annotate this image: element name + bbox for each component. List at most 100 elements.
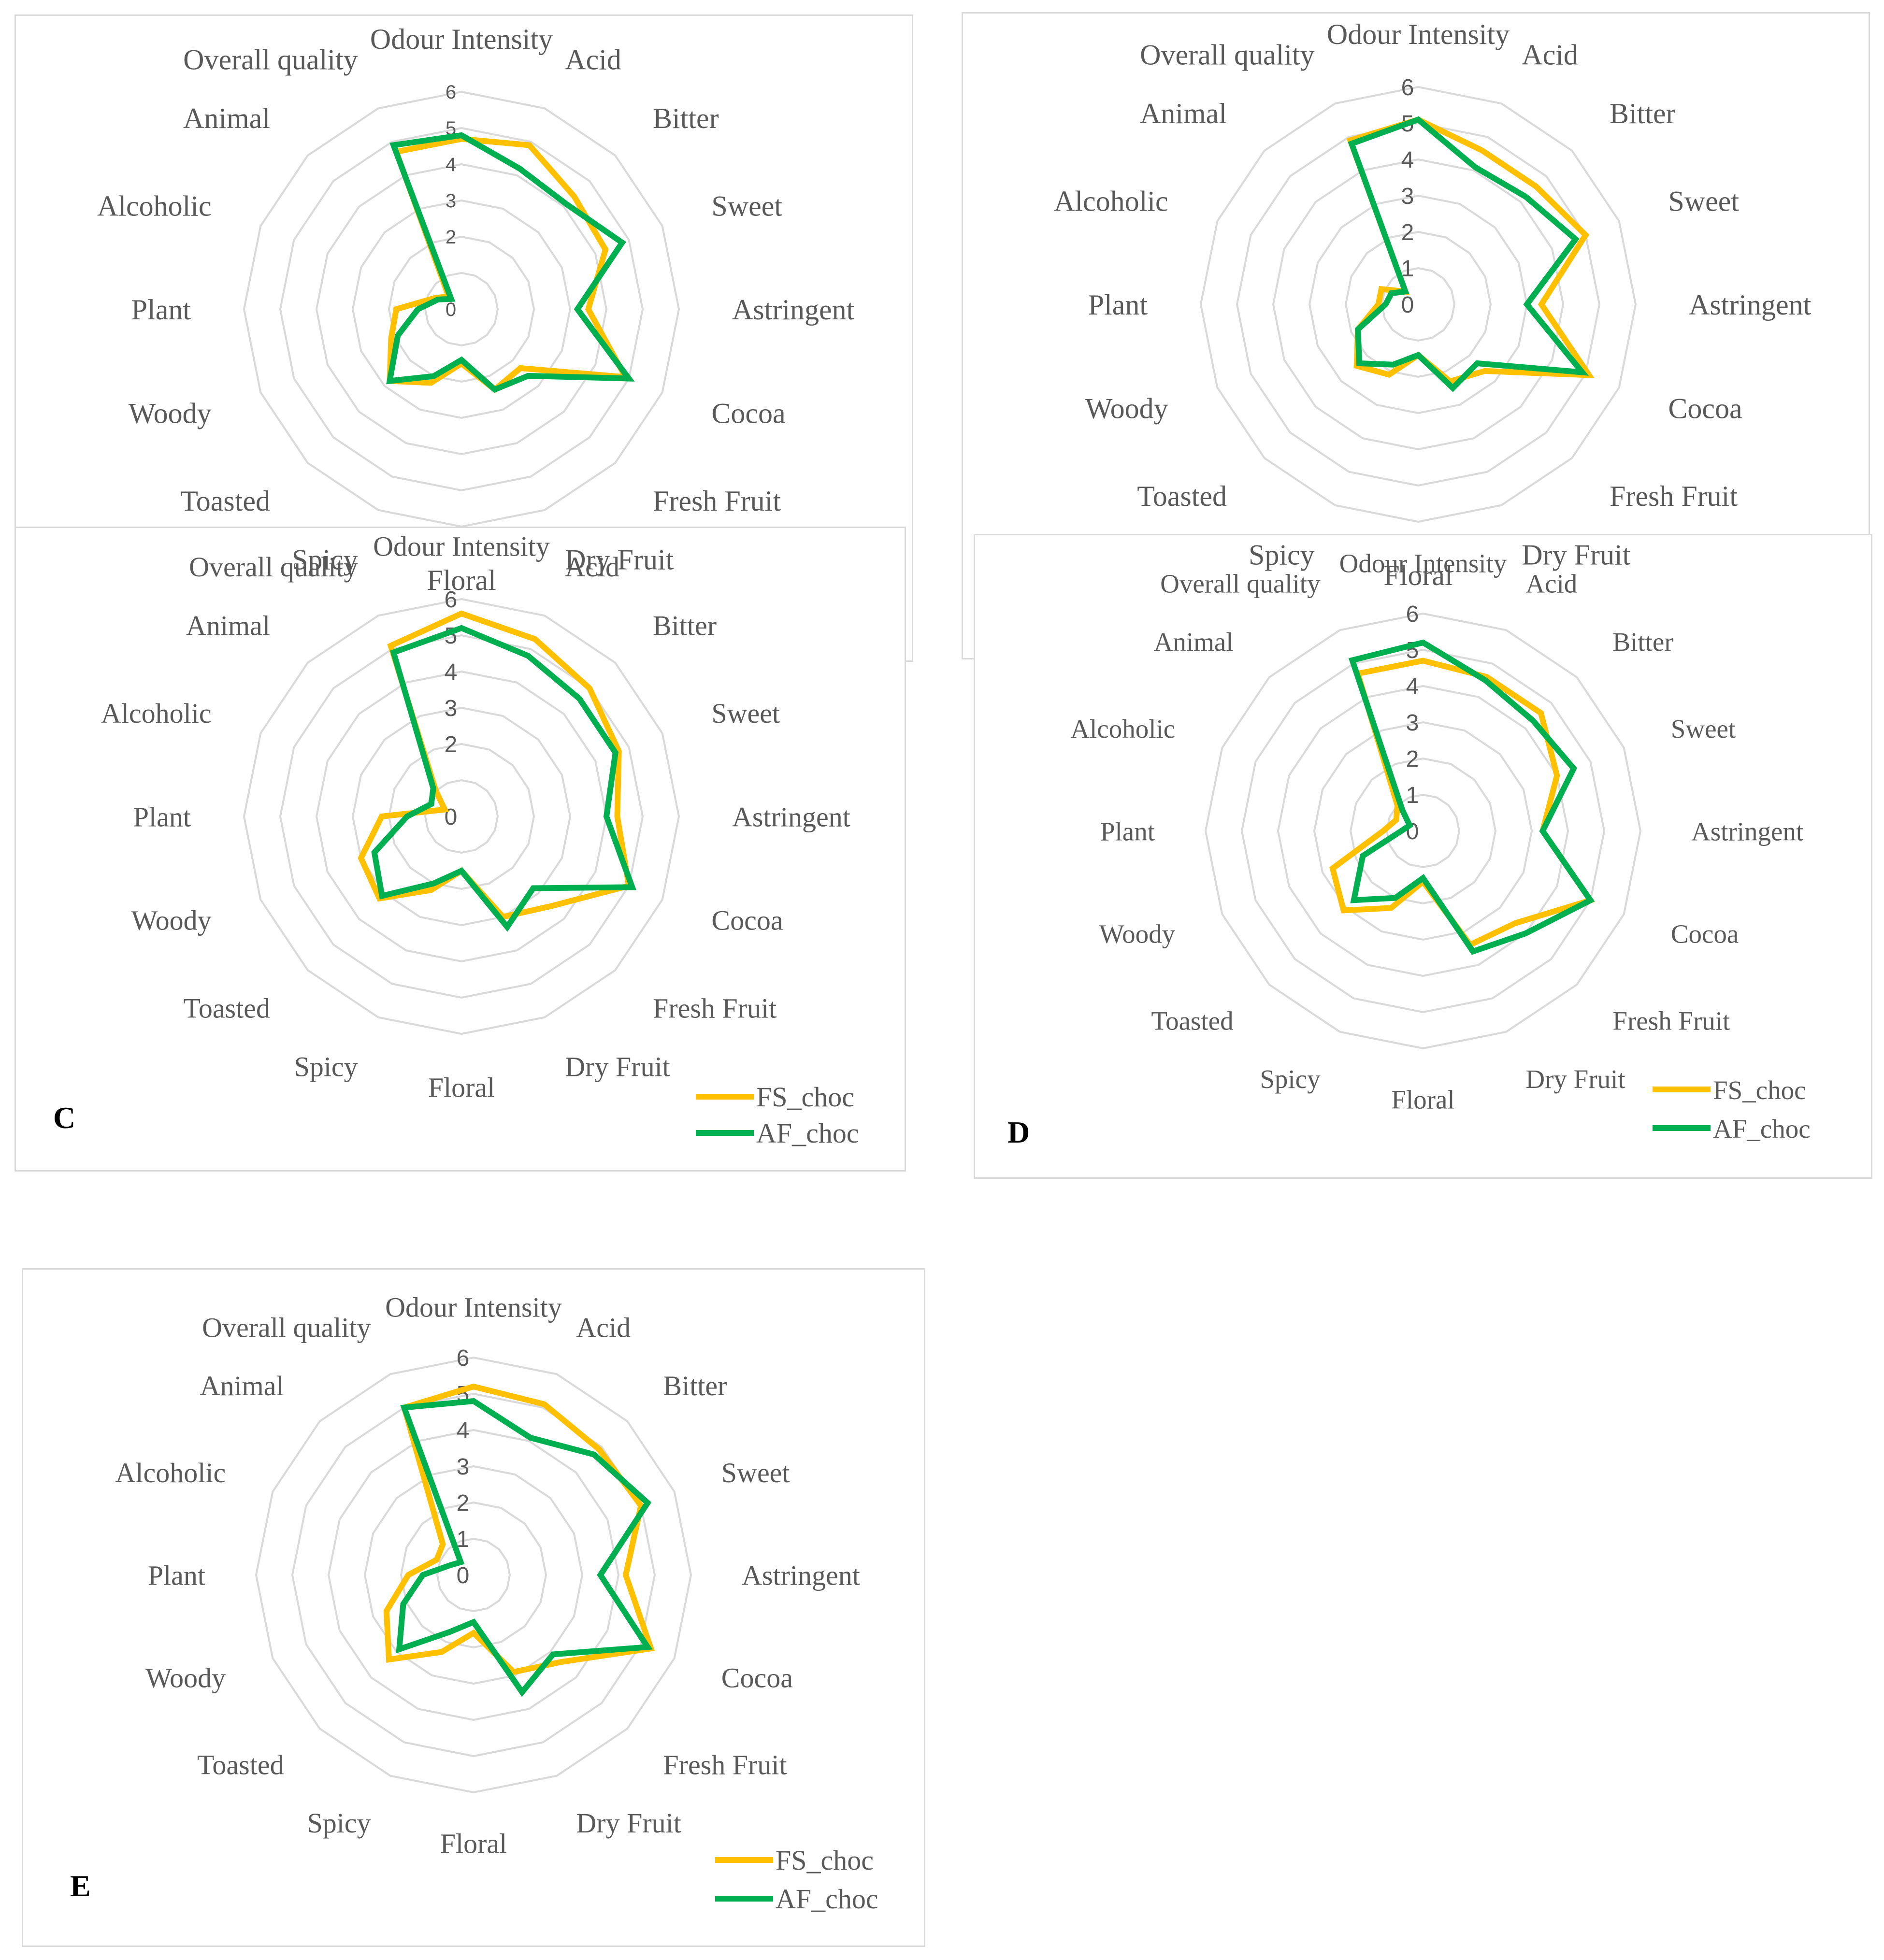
axis-label-sweet: Sweet [1671, 714, 1736, 744]
axis-label-fresh-fruit: Fresh Fruit [1612, 1006, 1730, 1036]
series-line-af-choc [371, 625, 636, 932]
axis-label-woody: Woody [145, 1662, 226, 1694]
axis-label-woody: Woody [129, 397, 212, 429]
grid-ring [1308, 194, 1528, 415]
axis-label-floral: Floral [440, 1828, 507, 1859]
axis-label-odour-intensity: Odour Intensity [1339, 548, 1507, 578]
axis-label-animal: Animal [183, 102, 270, 134]
axis-label-floral: Floral [428, 1072, 495, 1103]
axis-label-cocoa: Cocoa [721, 1662, 793, 1694]
grid-ring [1199, 86, 1637, 523]
tick-label: 2 [457, 1490, 470, 1516]
tick-label: 1 [1406, 783, 1419, 808]
axis-label-odour-intensity: Odour Intensity [373, 530, 550, 562]
axis-label-fresh-fruit: Fresh Fruit [1610, 480, 1738, 512]
grid-ring [1236, 122, 1601, 487]
grid-ring [1313, 721, 1533, 941]
grid-ring [1344, 230, 1492, 378]
axis-label-animal: Animal [1140, 98, 1227, 129]
axis-label-odour-intensity: Odour Intensity [385, 1291, 562, 1323]
axis-label-overall-quality: Overall quality [183, 44, 358, 76]
tick-label: 6 [457, 1345, 470, 1371]
axis-label-spicy: Spicy [292, 544, 358, 575]
grid-ring [279, 634, 644, 999]
series-line-fs-choc [387, 136, 631, 394]
axis-label-alcoholic: Alcoholic [101, 698, 212, 729]
axis-label-dry-fruit: Dry Fruit [565, 1051, 670, 1083]
axis-label-woody: Woody [131, 905, 211, 936]
tick-label: 4 [1406, 674, 1419, 700]
tick-label: 2 [1401, 220, 1414, 245]
panel-label: E [70, 1869, 91, 1903]
grid-ring [363, 1465, 584, 1685]
axis-label-spicy: Spicy [307, 1807, 371, 1839]
grid-ring [1204, 612, 1642, 1050]
tick-label: 4 [1401, 147, 1414, 173]
legend-label-fs-choc: FS_choc [776, 1845, 874, 1876]
axis-label-spicy: Spicy [1249, 539, 1315, 571]
tick-label: 2 [1406, 746, 1419, 772]
grid-ring [327, 1429, 620, 1721]
chart-panel-c [14, 527, 906, 1172]
axis-label-cocoa: Cocoa [1668, 392, 1742, 424]
axis-label-dry-fruit: Dry Fruit [1522, 539, 1630, 571]
axis-label-animal: Animal [200, 1370, 284, 1402]
tick-label: 4 [457, 1418, 470, 1444]
grid-ring [279, 127, 644, 492]
axis-label-toasted: Toasted [1137, 480, 1227, 512]
axis-label-alcoholic: Alcoholic [115, 1457, 226, 1488]
tick-label: 3 [1406, 710, 1419, 736]
axis-label-woody: Woody [1099, 919, 1176, 949]
axis-label-sweet: Sweet [1668, 186, 1739, 217]
axis-label-cocoa: Cocoa [1671, 919, 1739, 949]
legend-label-af-choc: AF_choc [1713, 1114, 1811, 1144]
axis-label-acid: Acid [576, 1312, 631, 1344]
tick-label: 6 [1401, 75, 1414, 100]
axis-label-bitter: Bitter [653, 610, 717, 641]
grid-ring [351, 706, 572, 927]
grid-ring [315, 670, 608, 963]
axis-label-cocoa: Cocoa [711, 905, 783, 936]
axis-label-astringent: Astringent [1691, 816, 1803, 846]
axis-label-sweet: Sweet [711, 698, 780, 729]
grid-ring [351, 199, 572, 419]
grid-ring [315, 163, 608, 456]
series-line-af-choc [396, 1398, 653, 1697]
grid-ring [1240, 648, 1606, 1014]
axis-label-plant: Plant [131, 294, 191, 326]
grid-ring [243, 598, 680, 1035]
tick-label: 1 [457, 1527, 470, 1552]
axis-label-overall-quality: Overall quality [189, 551, 358, 583]
axis-label-fresh-fruit: Fresh Fruit [653, 485, 781, 517]
series-line-fs-choc [358, 610, 633, 920]
axis-label-floral: Floral [1383, 559, 1453, 591]
tick-label: 3 [457, 1454, 470, 1480]
axis-label-plant: Plant [1100, 816, 1155, 846]
axis-label-toasted: Toasted [180, 485, 270, 517]
axis-label-spicy: Spicy [294, 1051, 358, 1083]
axis-label-acid: Acid [565, 551, 619, 583]
axis-label-dry-fruit: Dry Fruit [576, 1807, 681, 1839]
tick-label: 3 [445, 696, 458, 721]
axis-label-woody: Woody [1085, 392, 1168, 424]
axis-label-sweet: Sweet [721, 1457, 790, 1488]
axis-label-overall-quality: Overall quality [202, 1312, 371, 1344]
axis-label-spicy: Spicy [1260, 1064, 1321, 1094]
legend-label-fs-choc: FS_choc [1713, 1075, 1806, 1105]
axis-label-floral: Floral [427, 564, 496, 596]
axis-label-bitter: Bitter [653, 102, 719, 134]
legend-label-af-choc: AF_choc [756, 1117, 859, 1149]
tick-label: 0 [457, 1563, 470, 1588]
axis-label-astringent: Astringent [732, 801, 850, 832]
axis-label-astringent: Astringent [1689, 289, 1812, 321]
grid-ring [1277, 685, 1569, 977]
series-line-af-choc [1348, 116, 1589, 392]
axis-label-overall-quality: Overall quality [1140, 39, 1315, 71]
axis-label-bitter: Bitter [1610, 98, 1676, 129]
tick-label: 6 [1406, 601, 1419, 627]
